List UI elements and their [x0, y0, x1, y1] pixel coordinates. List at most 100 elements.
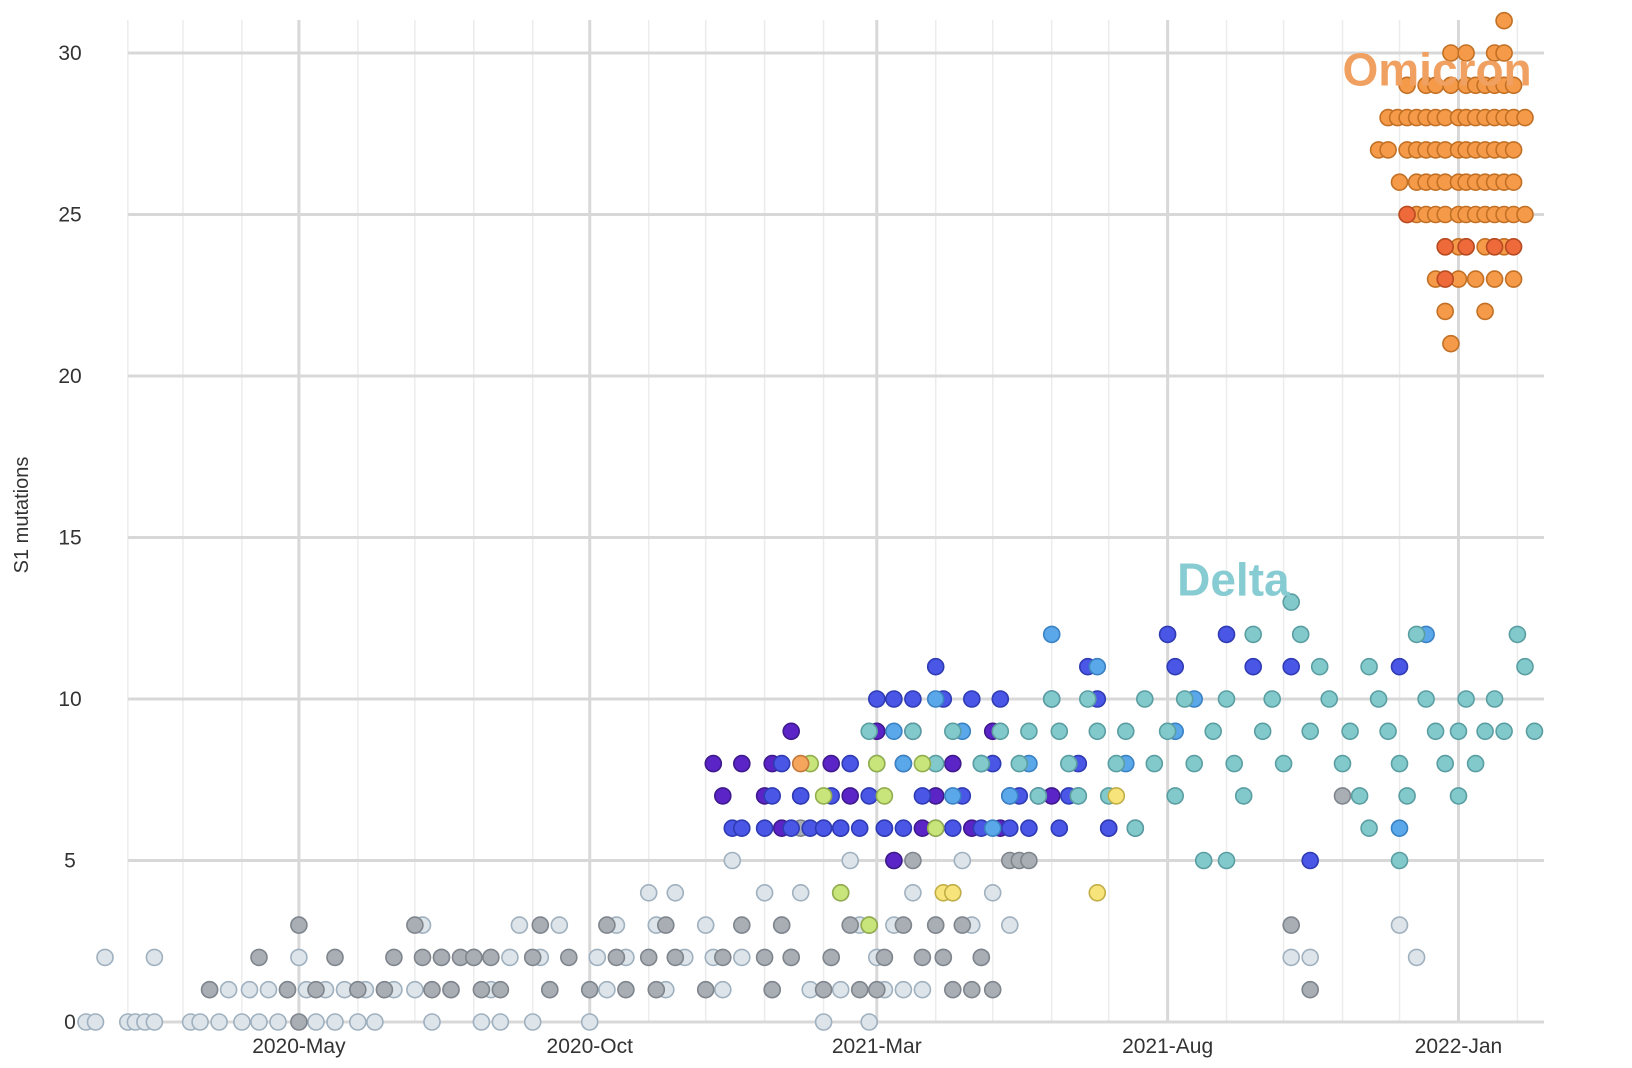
data-point — [1117, 722, 1135, 741]
x-tick-label: 2021-Mar — [832, 1035, 922, 1058]
data-point — [1341, 722, 1359, 741]
data-point — [666, 883, 685, 902]
y-tick-label: 25 — [58, 204, 81, 227]
data-point — [1495, 11, 1513, 30]
data-point — [278, 980, 297, 999]
data-point — [755, 819, 774, 838]
data-point — [1369, 690, 1388, 708]
data-point — [822, 754, 841, 773]
data-point — [491, 1013, 510, 1031]
data-point — [782, 722, 801, 741]
data-point — [348, 980, 367, 999]
data-point — [1485, 270, 1504, 288]
data-point — [1060, 754, 1078, 773]
annotation-delta: Delta — [1177, 554, 1290, 606]
data-point — [875, 948, 894, 967]
data-point — [1194, 851, 1213, 870]
data-point — [1457, 690, 1475, 708]
y-tick-label: 20 — [58, 365, 81, 388]
data-point — [1244, 625, 1262, 644]
data-point — [814, 1013, 833, 1031]
data-point — [1436, 754, 1454, 773]
data-point — [1217, 690, 1236, 708]
data-point — [1244, 657, 1262, 676]
data-point — [885, 851, 903, 870]
data-point — [983, 819, 1002, 838]
data-point — [1000, 819, 1019, 838]
data-point — [926, 819, 945, 838]
data-point — [145, 948, 164, 967]
data-point — [1476, 302, 1494, 321]
data-point — [904, 851, 922, 870]
data-point — [1516, 657, 1534, 676]
data-point — [763, 980, 782, 999]
data-point — [1495, 722, 1513, 741]
data-point — [647, 980, 666, 999]
data-point — [1398, 76, 1416, 95]
y-tick-label: 0 — [64, 1011, 76, 1034]
data-point — [943, 787, 962, 805]
data-point — [1398, 205, 1416, 224]
data-point — [1301, 948, 1319, 967]
data-point — [1449, 722, 1468, 741]
data-point — [991, 722, 1010, 741]
data-point — [656, 916, 675, 934]
data-point — [1390, 851, 1409, 870]
data-point — [713, 948, 732, 967]
data-point — [580, 1013, 599, 1031]
data-point — [200, 980, 219, 999]
data-point — [1407, 948, 1426, 967]
data-point — [814, 787, 833, 805]
data-point — [1225, 754, 1243, 773]
data-point — [307, 980, 325, 999]
data-point — [1333, 754, 1352, 773]
data-point — [1426, 722, 1445, 741]
data-point — [366, 1013, 384, 1031]
data-point — [934, 948, 953, 967]
data-points — [77, 11, 1544, 1031]
data-point — [1508, 625, 1527, 644]
data-point — [666, 948, 685, 967]
data-point — [904, 883, 922, 902]
data-point — [1436, 302, 1454, 321]
data-point — [962, 690, 981, 708]
data-point — [1301, 851, 1319, 870]
data-point — [926, 657, 945, 676]
data-point — [953, 916, 972, 934]
data-point — [472, 1013, 491, 1031]
data-point — [639, 948, 658, 967]
data-point — [696, 980, 715, 999]
data-point — [814, 980, 833, 999]
data-point — [1107, 787, 1126, 805]
data-point — [1301, 980, 1319, 999]
data-point — [1126, 819, 1145, 838]
y-tick-label: 5 — [64, 850, 76, 873]
data-point — [814, 819, 833, 838]
y-tick-label: 15 — [58, 527, 81, 550]
data-point — [867, 690, 886, 708]
data-point — [875, 787, 894, 805]
data-point — [1398, 787, 1416, 805]
data-point — [894, 754, 913, 773]
data-point — [1449, 787, 1468, 805]
data-point — [1516, 205, 1534, 224]
data-point — [191, 1013, 209, 1031]
data-point — [639, 883, 658, 902]
data-point — [269, 1013, 287, 1031]
data-point — [1457, 44, 1475, 62]
data-point — [755, 948, 774, 967]
data-point — [1050, 722, 1069, 741]
data-point — [791, 754, 810, 773]
data-point — [1020, 851, 1038, 870]
data-point — [885, 690, 903, 708]
data-point — [755, 883, 774, 902]
data-point — [713, 787, 732, 805]
data-point — [1088, 883, 1107, 902]
data-point — [831, 980, 850, 999]
data-point — [290, 1013, 308, 1031]
data-point — [1442, 334, 1460, 353]
data-point — [860, 1013, 879, 1031]
data-point — [913, 948, 932, 967]
data-point — [588, 948, 607, 967]
